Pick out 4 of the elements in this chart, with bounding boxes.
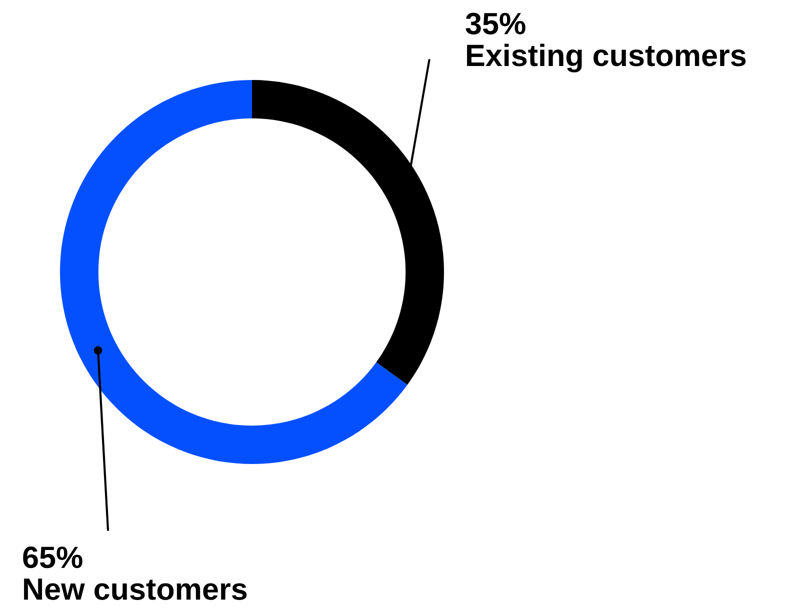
data-label: 35% [466,12,526,34]
slice-label: Existing customers [467,44,746,72]
slice-label: New customers [24,578,247,600]
data-label: 65% [23,546,82,568]
